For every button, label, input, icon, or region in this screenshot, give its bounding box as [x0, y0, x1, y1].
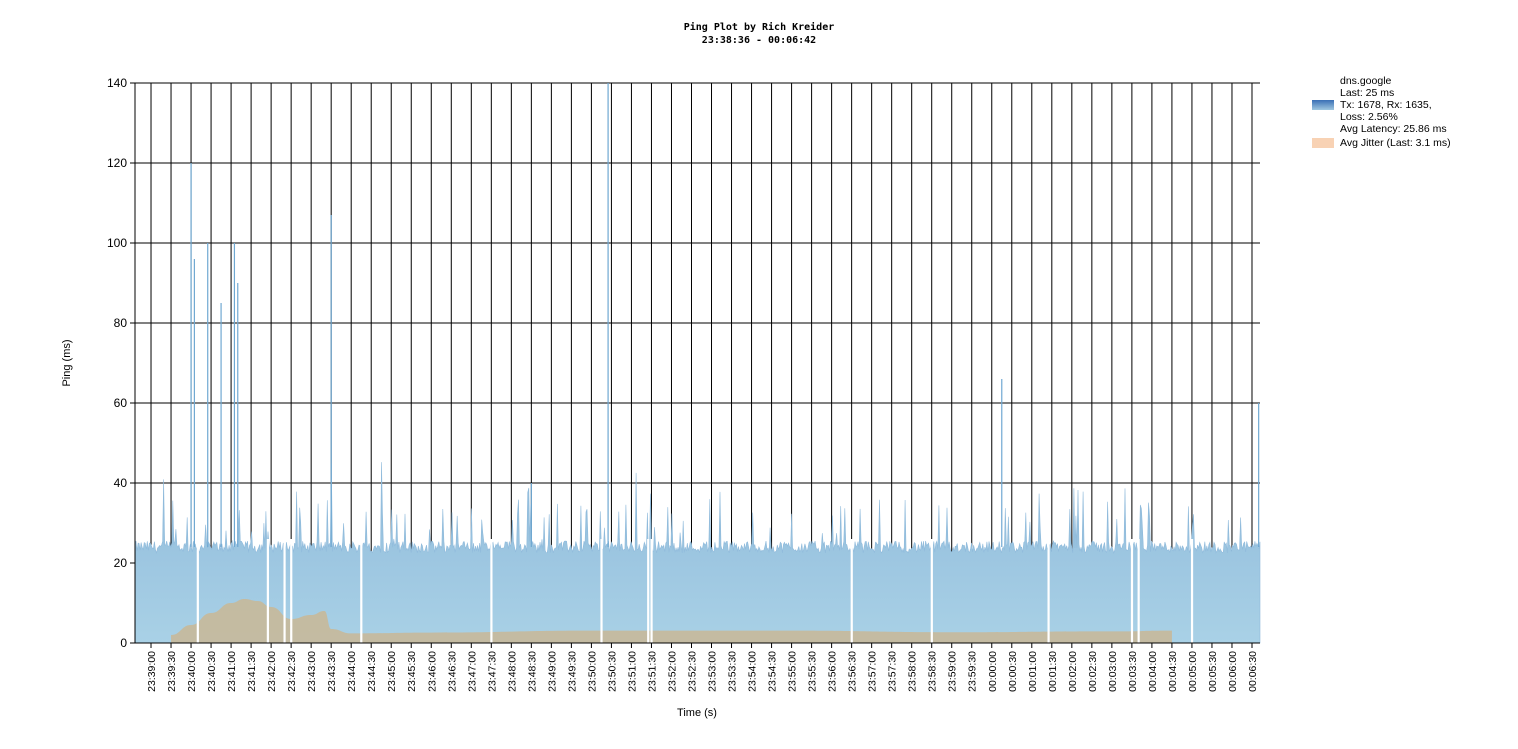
legend-swatch-latency: [1312, 100, 1334, 110]
x-tick-label: 23:48:00: [506, 651, 518, 692]
x-tick-label: 23:56:00: [827, 651, 839, 692]
x-tick-label: 23:45:30: [406, 651, 418, 692]
legend-item-jitter: Avg Jitter (Last: 3.1 ms): [1312, 137, 1451, 149]
loss-gap: [360, 539, 363, 643]
x-tick-label: 23:43:00: [306, 651, 318, 692]
x-tick-label: 00:05:30: [1207, 651, 1219, 692]
x-tick-label: 00:04:00: [1147, 651, 1159, 692]
x-tick-label: 23:49:00: [546, 651, 558, 692]
y-tick-label: 20: [114, 556, 128, 570]
x-tick-label: 23:50:00: [586, 651, 598, 692]
chart-title: Ping Plot by Rich Kreider: [683, 22, 835, 33]
x-tick-label: 23:40:00: [186, 651, 198, 692]
x-tick-label: 00:01:30: [1047, 651, 1059, 692]
jitter-area: [171, 599, 1172, 643]
x-tick-label: 00:02:30: [1087, 651, 1099, 692]
loss-gap: [196, 539, 199, 643]
x-axis-label: Time (s): [677, 707, 717, 719]
x-tick-label: 23:44:00: [346, 651, 358, 692]
x-tick-label: 23:56:30: [847, 651, 859, 692]
x-tick-label: 23:58:00: [907, 651, 919, 692]
x-tick-label: 23:49:30: [566, 651, 578, 692]
x-tick-label: 23:39:30: [166, 651, 178, 692]
loss-gap: [1190, 539, 1194, 643]
x-tick-label: 00:01:00: [1027, 651, 1039, 692]
x-tick-label: 23:46:00: [426, 651, 438, 692]
loss-gap: [650, 539, 653, 643]
y-tick-label: 40: [114, 476, 128, 490]
loss-gap: [850, 539, 853, 643]
legend-swatch-jitter: [1312, 138, 1334, 148]
chart-subtitle: 23:38:36 - 00:06:42: [701, 35, 817, 46]
x-tick-label: 23:41:30: [246, 651, 258, 692]
legend-item-latency: dns.google Last: 25 ms Tx: 1678, Rx: 163…: [1312, 75, 1451, 135]
y-tick-label: 0: [120, 636, 127, 650]
x-tick-label: 23:47:00: [466, 651, 478, 692]
x-tick-label: 23:44:30: [366, 651, 378, 692]
x-tick-label: 00:03:30: [1127, 651, 1139, 692]
x-tick-label: 23:40:30: [206, 651, 218, 692]
x-tick-label: 23:42:00: [266, 651, 278, 692]
x-tick-label: 23:39:00: [146, 651, 158, 692]
x-tick-label: 00:00:00: [987, 651, 999, 692]
x-tick-label: 23:59:30: [967, 651, 979, 692]
axes: 0 20 40 60 80 100 120 140 23:39:00 23:39:30 23:40:…: [107, 76, 1260, 692]
loss-gap: [283, 539, 286, 643]
y-tick-label: 100: [107, 236, 127, 250]
loss-gap: [1130, 539, 1134, 643]
x-tick-label: 23:50:30: [606, 651, 618, 692]
x-tick-label: 00:00:30: [1007, 651, 1019, 692]
x-tick-label: 23:41:00: [226, 651, 238, 692]
loss-gap: [266, 539, 269, 643]
x-tick-label: 23:47:30: [486, 651, 498, 692]
loss-gap: [290, 539, 293, 643]
loss-gap: [1047, 539, 1050, 643]
y-tick-label: 60: [114, 396, 128, 410]
x-tick-label: 23:53:30: [727, 651, 739, 692]
x-tick-label: 23:57:30: [887, 651, 899, 692]
jitter-series: [171, 599, 1172, 643]
loss-gap: [490, 539, 493, 643]
x-tick-label: 00:06:00: [1227, 651, 1239, 692]
x-tick-label: 23:57:00: [867, 651, 879, 692]
x-tick-label: 00:03:00: [1107, 651, 1119, 692]
y-tick-label: 140: [107, 76, 127, 90]
packet-loss-gaps: [196, 539, 1194, 643]
loss-gap: [1137, 539, 1140, 643]
x-tick-label: 23:52:00: [666, 651, 678, 692]
loss-gap: [600, 539, 603, 643]
x-tick-label: 23:55:00: [787, 651, 799, 692]
x-tick-label: 00:02:00: [1067, 651, 1079, 692]
y-tick-label: 80: [114, 316, 128, 330]
legend-label-jitter: Avg Jitter (Last: 3.1 ms): [1340, 137, 1451, 149]
x-tick-label: 23:55:30: [807, 651, 819, 692]
x-tick-label: 23:54:30: [767, 651, 779, 692]
y-axis-label: Ping (ms): [61, 339, 73, 386]
x-tick-label: 23:59:00: [947, 651, 959, 692]
x-tick-label: 23:45:00: [386, 651, 398, 692]
x-tick-label: 23:43:30: [326, 651, 338, 692]
legend-label-latency: dns.google Last: 25 ms Tx: 1678, Rx: 163…: [1340, 75, 1447, 135]
loss-gap: [930, 539, 933, 643]
x-tick-label: 23:51:00: [626, 651, 638, 692]
x-tick-label: 23:42:30: [286, 651, 298, 692]
loss-gap: [647, 539, 650, 643]
x-tick-label: 23:52:30: [686, 651, 698, 692]
x-tick-label: 23:51:30: [646, 651, 658, 692]
legend: dns.google Last: 25 ms Tx: 1678, Rx: 163…: [1312, 75, 1451, 149]
x-tick-label: 23:58:30: [927, 651, 939, 692]
latency-series: [134, 83, 1261, 644]
x-tick-label: 23:54:00: [747, 651, 759, 692]
x-tick-label: 23:48:30: [526, 651, 538, 692]
y-tick-label: 120: [107, 156, 127, 170]
x-tick-label: 23:53:00: [707, 651, 719, 692]
x-tick-label: 00:05:00: [1187, 651, 1199, 692]
x-tick-label: 00:06:30: [1247, 651, 1259, 692]
x-tick-label: 00:04:30: [1167, 651, 1179, 692]
latency-area: [134, 462, 1261, 644]
x-tick-label: 23:46:30: [446, 651, 458, 692]
